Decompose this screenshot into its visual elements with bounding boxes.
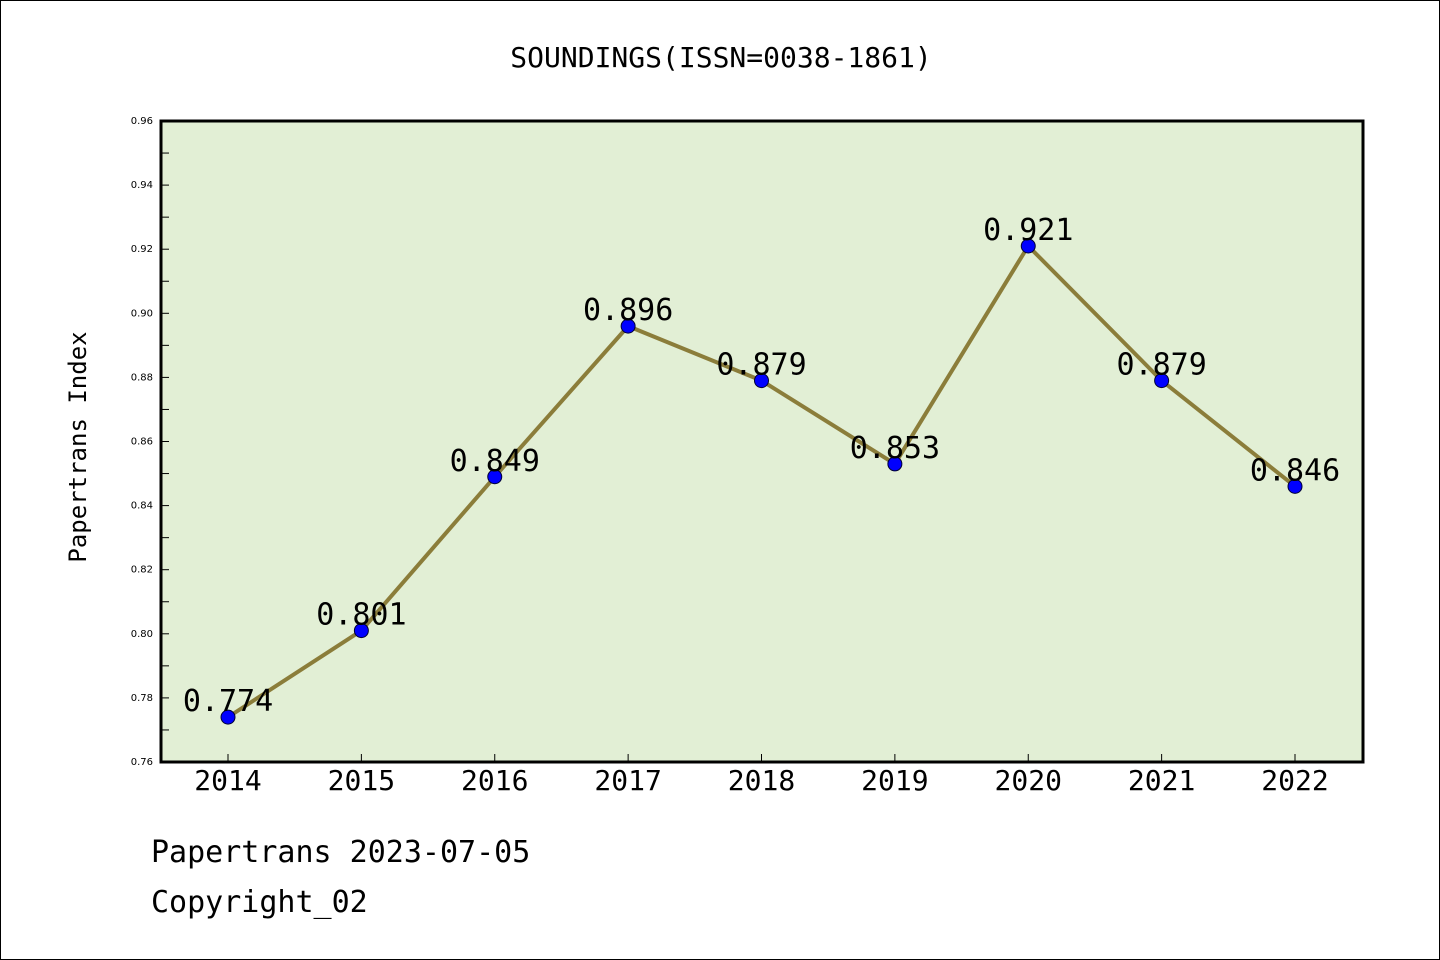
y-tick-label: 0.78 [131, 693, 153, 704]
data-point [1020, 238, 1036, 254]
data-label: 0.801 [316, 598, 406, 633]
plot-area [161, 121, 1363, 762]
x-tick-label: 2019 [861, 764, 928, 797]
series-points-group [220, 238, 1303, 725]
y-tick-label: 0.96 [131, 116, 153, 127]
x-tick-label: 2015 [328, 764, 395, 797]
x-tick-label: 2020 [995, 764, 1062, 797]
data-point [887, 456, 903, 472]
y-tick-label: 0.86 [131, 437, 153, 448]
data-label: 0.846 [1250, 453, 1340, 488]
y-tick-label: 0.94 [131, 180, 153, 191]
data-point [353, 623, 369, 639]
data-label: 0.879 [716, 348, 806, 383]
y-axis-ticks: 0.76 0.78 0.80 0.82 0.84 0.86 0.88 0.90 0.92 0.94… [131, 116, 169, 768]
chart-title: SOUNDINGS(ISSN=0038-1861) [510, 41, 931, 74]
data-point [620, 318, 636, 334]
data-point [220, 709, 236, 725]
data-label: 0.896 [583, 293, 673, 328]
data-label: 0.921 [983, 213, 1073, 248]
y-axis-label: Papertrans Index [64, 331, 92, 562]
data-label: 0.774 [183, 684, 273, 719]
y-tick-label: 0.80 [131, 629, 153, 640]
x-tick-label: 2016 [461, 764, 528, 797]
x-tick-label: 2021 [1128, 764, 1195, 797]
data-point [487, 469, 503, 485]
x-tick-label: 2018 [728, 764, 795, 797]
x-axis-ticks: 2014 2015 2016 2017 2018 2019 2020 2021 2022 [194, 754, 1329, 797]
data-point [1154, 373, 1170, 389]
y-tick-label: 0.88 [131, 372, 153, 383]
data-point [754, 373, 769, 389]
footer-date-text: Papertrans 2023-07-05 [151, 835, 531, 870]
y-tick-label: 0.76 [131, 757, 153, 768]
data-label: 0.853 [850, 431, 940, 466]
data-label: 0.879 [1116, 348, 1206, 383]
plot-frame [159, 119, 1365, 764]
y-tick-label: 0.92 [131, 244, 153, 255]
y-tick-label: 0.82 [131, 565, 153, 576]
y-tick-label: 0.90 [131, 308, 153, 319]
y-tick-label: 0.84 [131, 501, 153, 512]
footer-copyright-text: Copyright_02 [151, 885, 368, 920]
data-labels-group: 0.774 0.801 0.849 0.896 0.879 0.853 0.921 0.879… [183, 213, 1340, 719]
data-label: 0.849 [450, 444, 540, 479]
x-tick-label: 2017 [594, 764, 661, 797]
x-tick-label: 2014 [194, 764, 261, 797]
x-tick-label: 2022 [1261, 764, 1328, 797]
data-point [1287, 478, 1303, 494]
